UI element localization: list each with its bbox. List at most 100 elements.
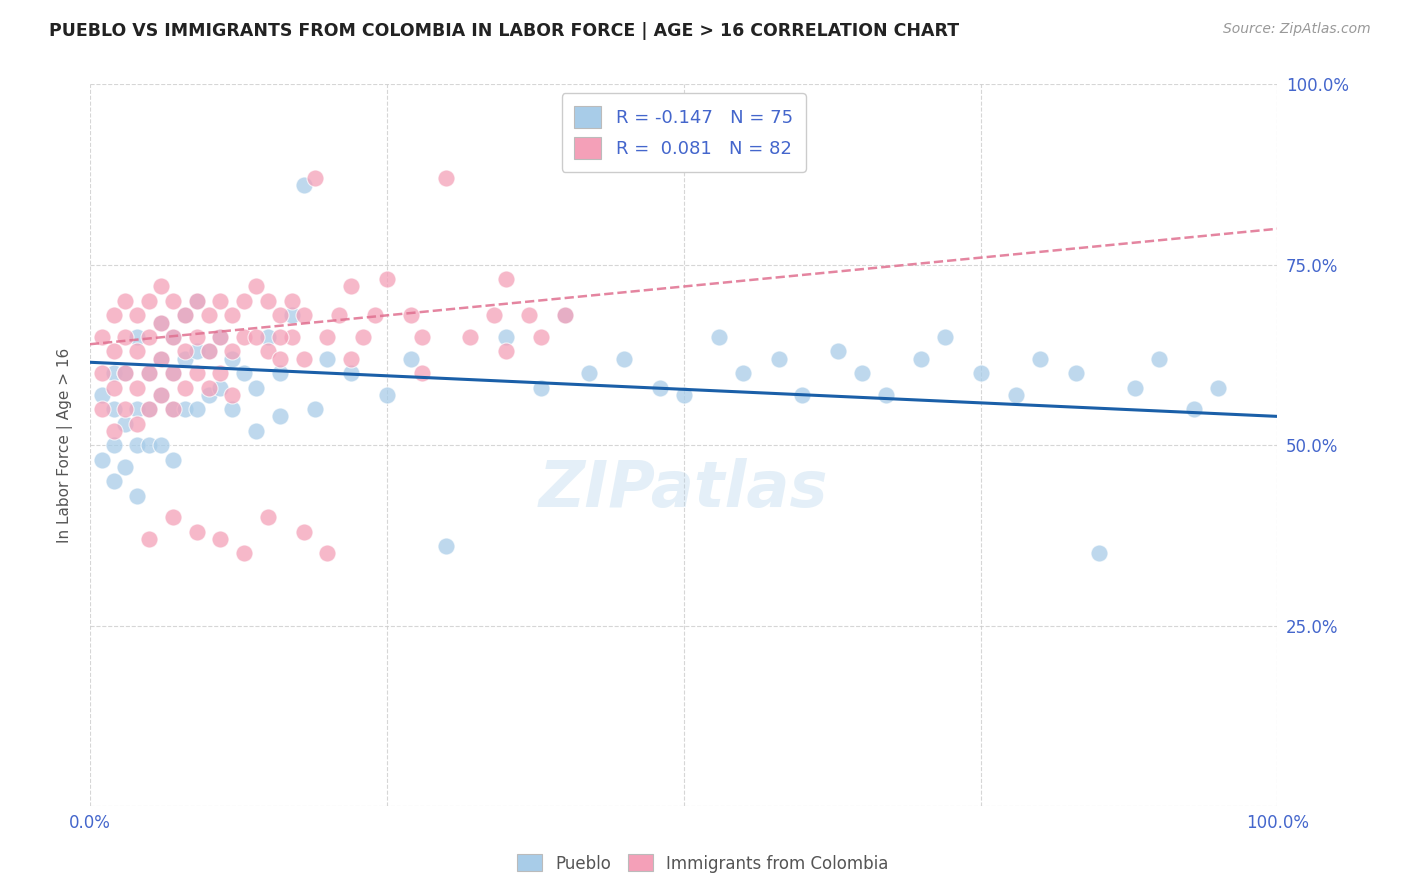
Point bbox=[1064, 366, 1087, 380]
Point bbox=[127, 380, 149, 394]
Point bbox=[197, 380, 219, 394]
Point bbox=[434, 539, 457, 553]
Point bbox=[173, 351, 195, 366]
Text: ZIPatlas: ZIPatlas bbox=[538, 458, 828, 519]
Point bbox=[127, 309, 149, 323]
Point bbox=[162, 402, 184, 417]
Point bbox=[304, 402, 326, 417]
Point bbox=[162, 293, 184, 308]
Point bbox=[233, 293, 256, 308]
Point bbox=[269, 366, 291, 380]
Point bbox=[530, 330, 553, 344]
Point bbox=[969, 366, 991, 380]
Point bbox=[209, 330, 232, 344]
Point bbox=[434, 171, 457, 186]
Point bbox=[731, 366, 754, 380]
Point bbox=[173, 309, 195, 323]
Point bbox=[209, 330, 232, 344]
Point bbox=[281, 293, 304, 308]
Point bbox=[1206, 380, 1229, 394]
Point bbox=[375, 388, 398, 402]
Point bbox=[150, 388, 173, 402]
Point bbox=[482, 309, 505, 323]
Point bbox=[173, 402, 195, 417]
Point bbox=[269, 409, 291, 424]
Point bbox=[1123, 380, 1146, 394]
Point bbox=[672, 388, 695, 402]
Point bbox=[281, 309, 304, 323]
Point bbox=[257, 510, 280, 524]
Point bbox=[90, 402, 112, 417]
Point bbox=[150, 388, 173, 402]
Point bbox=[257, 293, 280, 308]
Point bbox=[1088, 547, 1111, 561]
Point bbox=[103, 424, 125, 438]
Point bbox=[209, 380, 232, 394]
Point bbox=[114, 402, 136, 417]
Point bbox=[186, 293, 208, 308]
Point bbox=[221, 351, 243, 366]
Point bbox=[875, 388, 897, 402]
Point bbox=[257, 344, 280, 359]
Point bbox=[90, 330, 112, 344]
Point bbox=[316, 351, 339, 366]
Point bbox=[827, 344, 849, 359]
Point bbox=[1182, 402, 1205, 417]
Point bbox=[162, 452, 184, 467]
Point bbox=[127, 489, 149, 503]
Point bbox=[245, 279, 267, 293]
Point bbox=[186, 293, 208, 308]
Point bbox=[114, 330, 136, 344]
Point bbox=[103, 402, 125, 417]
Point bbox=[613, 351, 636, 366]
Point bbox=[127, 402, 149, 417]
Legend: R = -0.147   N = 75, R =  0.081   N = 82: R = -0.147 N = 75, R = 0.081 N = 82 bbox=[562, 94, 806, 172]
Point bbox=[1029, 351, 1052, 366]
Point bbox=[257, 330, 280, 344]
Point bbox=[173, 309, 195, 323]
Point bbox=[292, 524, 315, 539]
Point bbox=[90, 388, 112, 402]
Point bbox=[399, 309, 422, 323]
Point bbox=[103, 344, 125, 359]
Point bbox=[316, 330, 339, 344]
Point bbox=[138, 438, 160, 452]
Point bbox=[150, 351, 173, 366]
Point bbox=[197, 388, 219, 402]
Point bbox=[910, 351, 932, 366]
Point bbox=[103, 380, 125, 394]
Point bbox=[186, 330, 208, 344]
Point bbox=[221, 388, 243, 402]
Point bbox=[709, 330, 731, 344]
Point bbox=[103, 438, 125, 452]
Point bbox=[340, 351, 363, 366]
Point bbox=[851, 366, 873, 380]
Point bbox=[162, 366, 184, 380]
Point bbox=[138, 532, 160, 546]
Point bbox=[90, 366, 112, 380]
Point bbox=[292, 178, 315, 193]
Point bbox=[114, 459, 136, 474]
Point bbox=[768, 351, 790, 366]
Point bbox=[127, 330, 149, 344]
Point bbox=[269, 309, 291, 323]
Point bbox=[352, 330, 374, 344]
Point bbox=[269, 330, 291, 344]
Point bbox=[578, 366, 600, 380]
Point bbox=[245, 380, 267, 394]
Point bbox=[162, 366, 184, 380]
Point bbox=[114, 293, 136, 308]
Point bbox=[114, 417, 136, 431]
Point bbox=[458, 330, 481, 344]
Point bbox=[197, 344, 219, 359]
Legend: Pueblo, Immigrants from Colombia: Pueblo, Immigrants from Colombia bbox=[510, 847, 896, 880]
Point bbox=[197, 344, 219, 359]
Point bbox=[114, 366, 136, 380]
Point bbox=[364, 309, 387, 323]
Point bbox=[269, 351, 291, 366]
Point bbox=[186, 402, 208, 417]
Point bbox=[316, 547, 339, 561]
Point bbox=[495, 272, 517, 286]
Point bbox=[138, 366, 160, 380]
Point bbox=[127, 417, 149, 431]
